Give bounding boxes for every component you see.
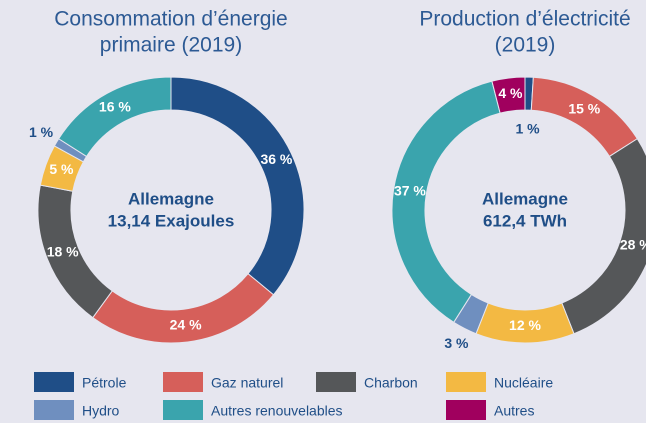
- value-label: 1 %: [515, 121, 540, 137]
- value-label: 1 %: [29, 124, 54, 140]
- chart-title: (2019): [495, 34, 556, 57]
- legend-swatch: [34, 400, 74, 420]
- legend-swatch: [163, 400, 203, 420]
- legend-label: Gaz naturel: [211, 375, 283, 391]
- chart-title: Production d’électricité: [419, 8, 630, 31]
- value-label: 5 %: [49, 161, 74, 177]
- legend-label: Charbon: [364, 375, 418, 391]
- chart-title: primaire (2019): [100, 34, 242, 57]
- value-label: 18 %: [47, 244, 79, 260]
- center-label: 13,14 Exajoules: [108, 211, 235, 230]
- value-label: 24 %: [170, 316, 202, 332]
- donut-slice: [391, 80, 501, 323]
- center-label: Allemagne: [482, 189, 568, 208]
- donut-slice: [491, 76, 526, 114]
- donut-slice: [530, 76, 638, 158]
- legend-swatch: [163, 372, 203, 392]
- legend-label: Autres renouvelables: [211, 403, 343, 419]
- chart-title: Consommation d’énergie: [54, 8, 287, 31]
- center-label: 612,4 TWh: [483, 211, 567, 230]
- value-label: 28 %: [620, 237, 646, 253]
- legend-label: Pétrole: [82, 375, 127, 391]
- value-label: 16 %: [99, 99, 131, 115]
- value-label: 36 %: [260, 151, 292, 167]
- value-label: 3 %: [444, 335, 469, 351]
- donut-slice: [92, 273, 275, 344]
- donut-slice: [58, 76, 172, 158]
- legend-label: Autres: [494, 403, 534, 419]
- value-label: 4 %: [498, 85, 523, 101]
- value-label: 12 %: [509, 317, 541, 333]
- legend-swatch: [446, 372, 486, 392]
- legend-swatch: [446, 400, 486, 420]
- value-label: 37 %: [394, 182, 426, 198]
- legend-label: Nucléaire: [494, 375, 553, 391]
- legend-swatch: [316, 372, 356, 392]
- donut-slice: [170, 76, 305, 296]
- center-label: Allemagne: [128, 189, 214, 208]
- legend-label: Hydro: [82, 403, 120, 419]
- legend-swatch: [34, 372, 74, 392]
- value-label: 15 %: [568, 100, 600, 116]
